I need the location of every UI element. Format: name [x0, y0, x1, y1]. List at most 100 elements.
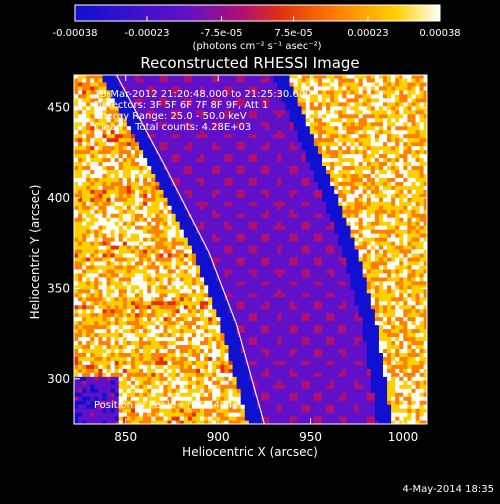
heatmap-cell	[269, 309, 274, 314]
heatmap-cell	[123, 225, 128, 230]
heatmap-cell	[135, 193, 140, 198]
heatmap-cell	[139, 336, 144, 341]
heatmap-cell	[176, 388, 181, 393]
heatmap-cell	[285, 269, 290, 274]
heatmap-cell	[229, 285, 234, 290]
heatmap-cell	[82, 98, 87, 103]
heatmap-cell	[151, 253, 156, 258]
heatmap-cell	[229, 153, 234, 158]
heatmap-cell	[245, 273, 250, 278]
heatmap-cell	[241, 241, 246, 246]
heatmap-cell	[115, 209, 120, 214]
heatmap-cell	[261, 205, 266, 210]
heatmap-cell	[94, 376, 99, 381]
heatmap-cell	[184, 273, 189, 278]
heatmap-cell	[196, 356, 201, 361]
heatmap-cell	[115, 376, 120, 381]
heatmap-cell	[302, 368, 307, 373]
heatmap-cell	[86, 289, 91, 294]
heatmap-cell	[265, 134, 270, 139]
heatmap-cell	[212, 257, 217, 262]
heatmap-cell	[176, 213, 181, 218]
heatmap-cell	[220, 225, 225, 230]
heatmap-cell	[143, 229, 148, 234]
heatmap-cell	[74, 201, 79, 206]
heatmap-cell	[233, 205, 238, 210]
heatmap-cell	[277, 396, 282, 401]
heatmap-cell	[241, 142, 246, 147]
heatmap-cell	[273, 265, 278, 270]
heatmap-cell	[249, 416, 254, 421]
heatmap-cell	[261, 213, 266, 218]
heatmap-cell	[98, 165, 103, 170]
heatmap-cell	[285, 157, 290, 162]
heatmap-cell	[289, 332, 294, 337]
heatmap-cell	[253, 281, 258, 286]
heatmap-cell	[294, 344, 299, 349]
heatmap-cell	[192, 189, 197, 194]
heatmap-cell	[127, 356, 132, 361]
heatmap-cell	[277, 225, 282, 230]
heatmap-cell	[265, 265, 270, 270]
heatmap-cell	[269, 138, 274, 143]
heatmap-cell	[273, 237, 278, 242]
heatmap-cell	[265, 225, 270, 230]
heatmap-cell	[269, 325, 274, 330]
heatmap-cell	[298, 153, 303, 158]
heatmap-cell	[289, 106, 294, 111]
heatmap-cell	[168, 209, 173, 214]
heatmap-cell	[139, 285, 144, 290]
heatmap-cell	[269, 130, 274, 135]
heatmap-cell	[98, 281, 103, 286]
heatmap-cell	[159, 340, 164, 345]
heatmap-cell	[294, 380, 299, 385]
heatmap-cell	[285, 161, 290, 166]
heatmap-cell	[196, 376, 201, 381]
heatmap-cell	[233, 213, 238, 218]
heatmap-cell	[176, 293, 181, 298]
heatmap-cell	[102, 146, 107, 151]
heatmap-cell	[86, 189, 91, 194]
heatmap-cell	[111, 249, 116, 254]
heatmap-cell	[285, 392, 290, 397]
heatmap-cell	[294, 277, 299, 282]
heatmap-cell	[196, 416, 201, 421]
heatmap-cell	[257, 177, 262, 182]
heatmap-cell	[86, 237, 91, 242]
heatmap-cell	[285, 241, 290, 246]
heatmap-cell	[229, 181, 234, 186]
heatmap-cell	[168, 336, 173, 341]
heatmap-cell	[147, 305, 152, 310]
heatmap-cell	[131, 305, 136, 310]
heatmap-cell	[285, 110, 290, 115]
heatmap-cell	[131, 149, 136, 154]
heatmap-cell	[273, 130, 278, 135]
heatmap-cell	[94, 372, 99, 377]
heatmap-cell	[196, 173, 201, 178]
heatmap-cell	[298, 110, 303, 115]
heatmap-cell	[184, 134, 189, 139]
heatmap-cell	[151, 336, 156, 341]
heatmap-cell	[204, 233, 209, 238]
heatmap-cell	[253, 340, 258, 345]
heatmap-cell	[135, 344, 140, 349]
heatmap-cell	[294, 336, 299, 341]
heatmap-cell	[74, 348, 79, 353]
heatmap-cell	[261, 305, 266, 310]
heatmap-cell	[98, 78, 103, 83]
heatmap-cell	[269, 189, 274, 194]
heatmap-cell	[172, 277, 177, 282]
heatmap-cell	[196, 321, 201, 326]
heatmap-cell	[200, 273, 205, 278]
heatmap-cell	[78, 400, 83, 405]
heatmap-cell	[216, 305, 221, 310]
heatmap-cell	[204, 201, 209, 206]
heatmap-cell	[273, 205, 278, 210]
heatmap-cell	[196, 221, 201, 226]
heatmap-cell	[119, 273, 124, 278]
heatmap-cell	[131, 82, 136, 87]
heatmap-cell	[86, 329, 91, 334]
heatmap-cell	[285, 253, 290, 258]
heatmap-cell	[249, 309, 254, 314]
heatmap-cell	[90, 134, 95, 139]
